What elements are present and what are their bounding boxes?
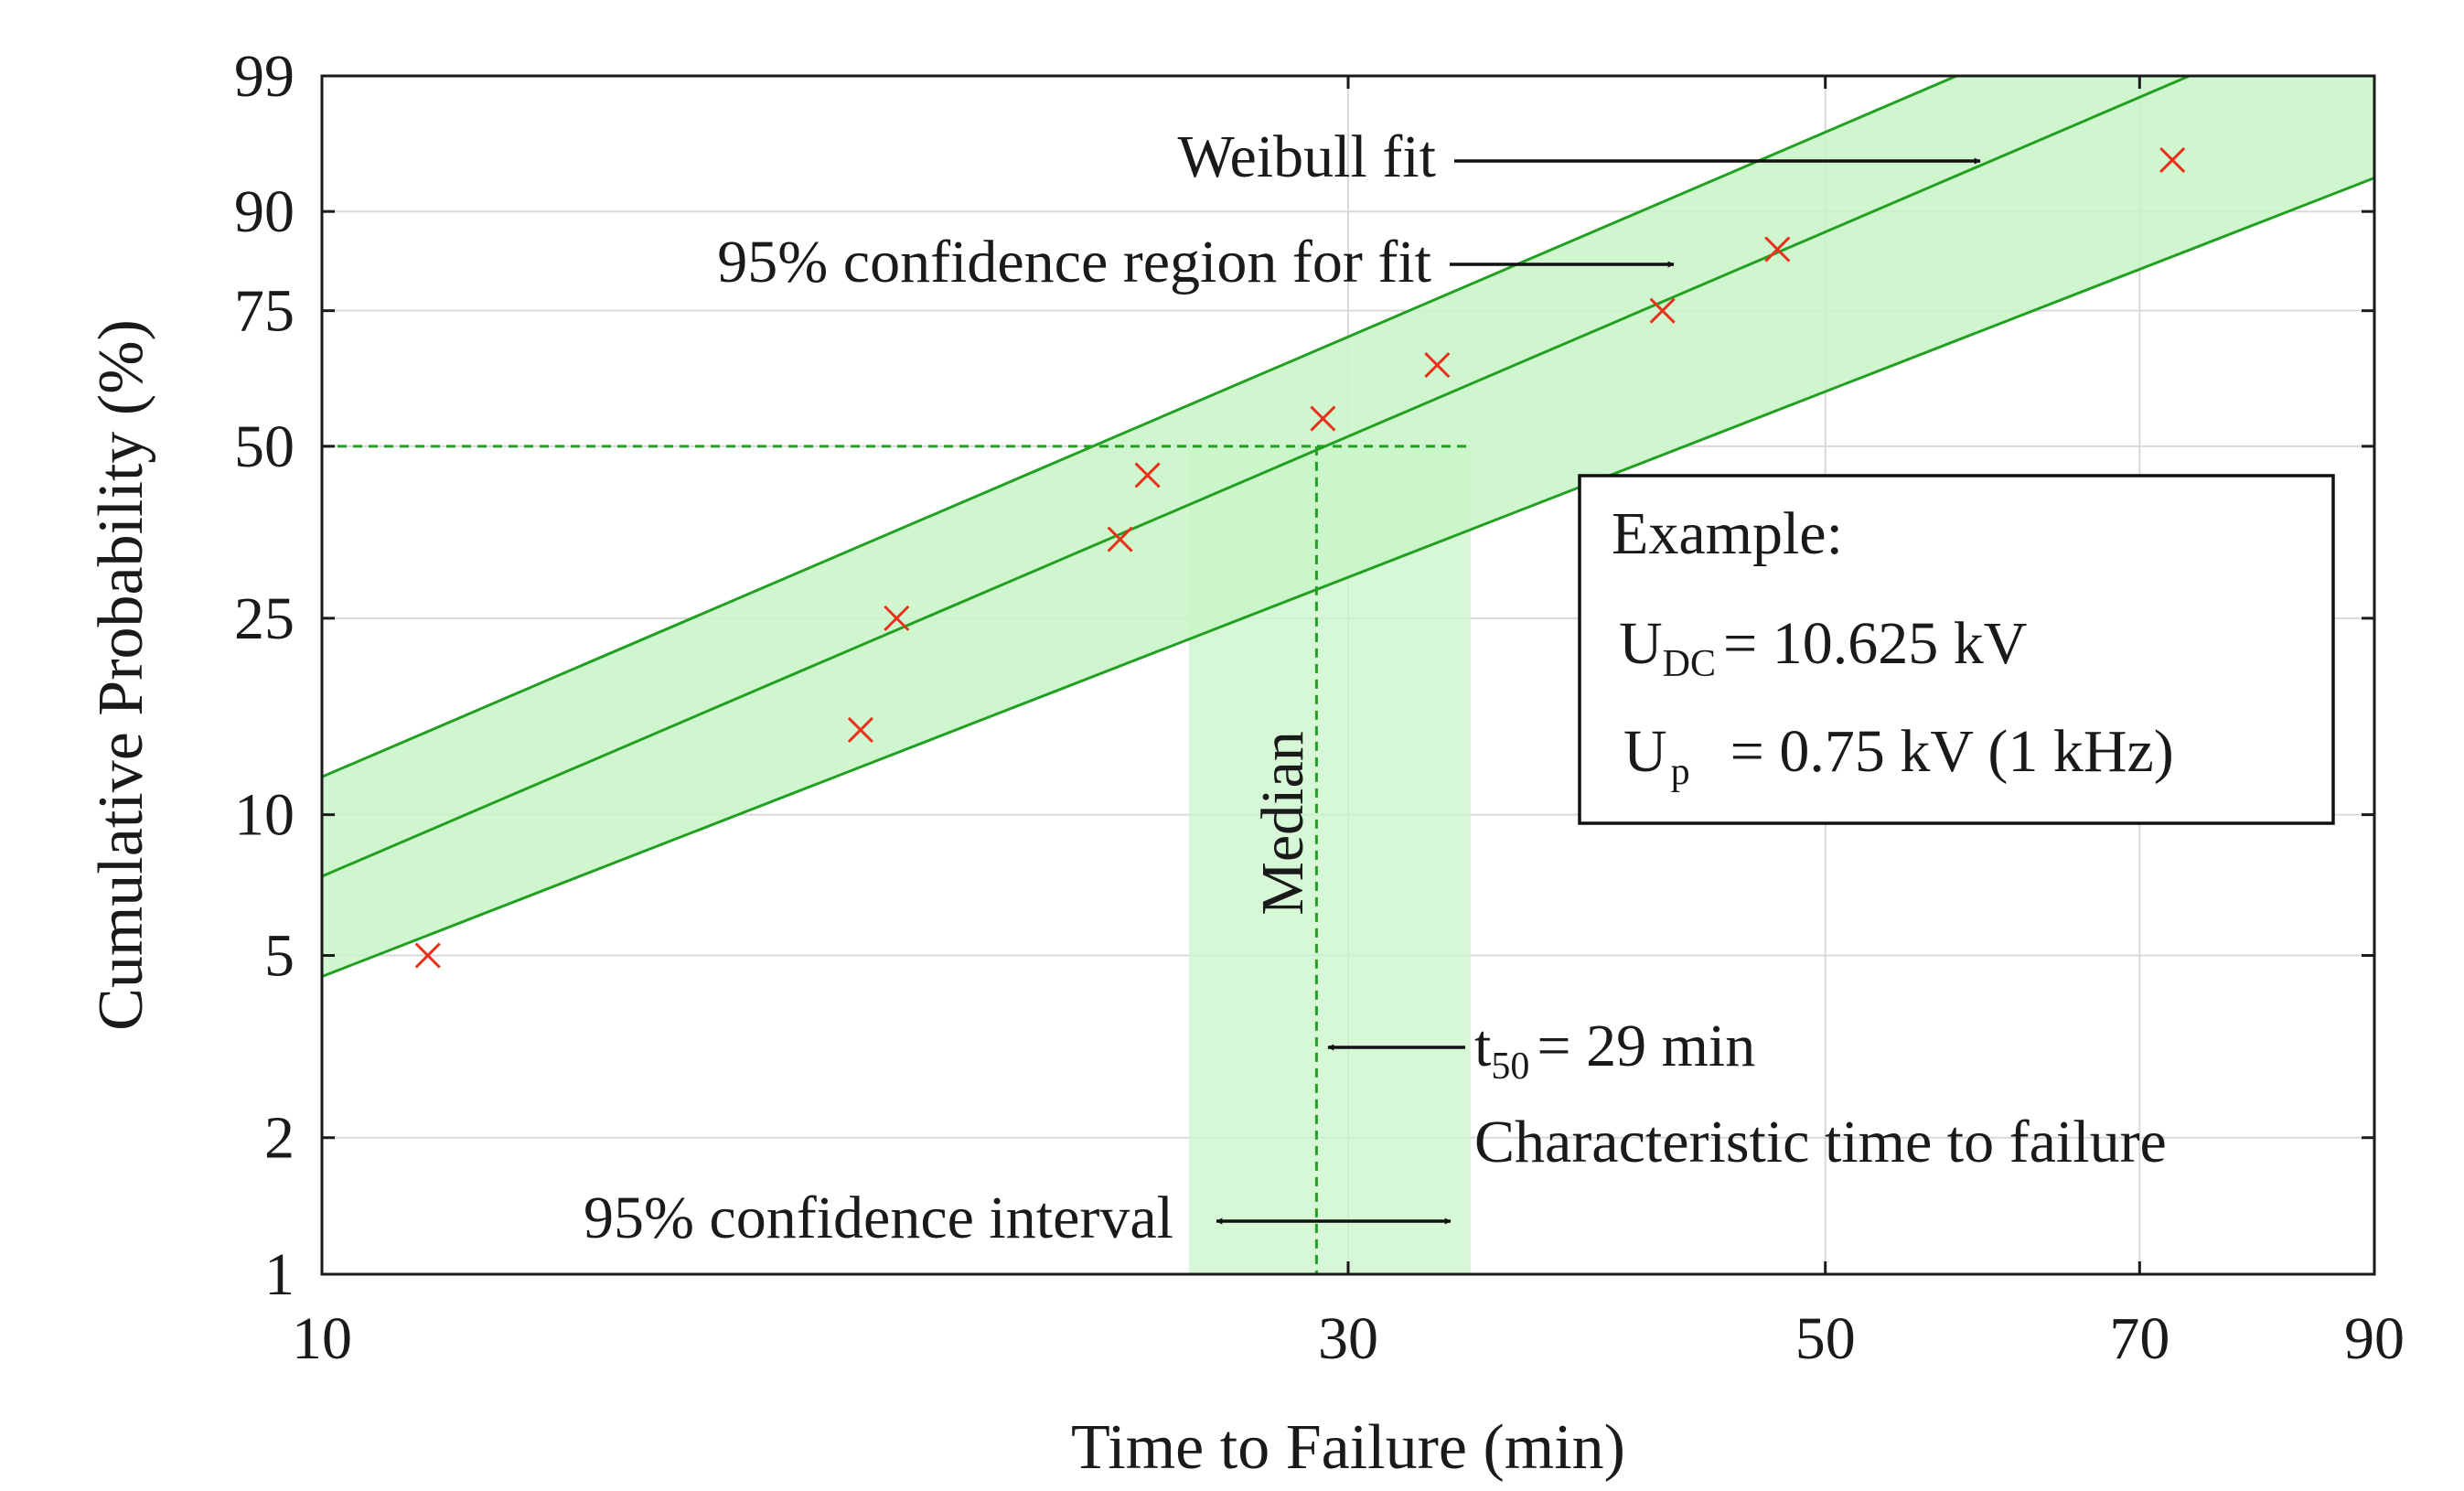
t50-value: = 29 min xyxy=(1537,1013,1755,1079)
data-point xyxy=(884,605,910,631)
t50-subscript: 50 xyxy=(1491,1046,1529,1088)
x-axis-label: Time to Failure (min) xyxy=(1071,1412,1625,1483)
y-tick-label: 50 xyxy=(234,413,295,480)
udc-subscript: DC xyxy=(1663,643,1716,685)
udc-value: = 10.625 kV xyxy=(1723,610,2027,677)
fit-lines xyxy=(322,76,2374,979)
data-point xyxy=(2159,146,2186,173)
t50-var: t xyxy=(1474,1013,1491,1079)
example-box-frame xyxy=(1578,474,2335,825)
data-point xyxy=(414,942,441,969)
udc-line: UDC = 10.625 kV xyxy=(1619,610,2027,685)
data-point xyxy=(1107,526,1133,552)
example-box: Example: UDC = 10.625 kV Up = 0.75 kV (1 k… xyxy=(1578,474,2335,825)
y-tick-label: 10 xyxy=(234,782,295,849)
x-tick-label: 90 xyxy=(2344,1305,2405,1372)
data-point xyxy=(1649,297,1676,324)
x-tick-label: 50 xyxy=(1795,1305,1856,1372)
confidence-interval-label: 95% confidence interval xyxy=(584,1185,1173,1251)
up-var: U xyxy=(1623,718,1667,785)
upper-confidence-line xyxy=(322,76,1960,778)
data-markers xyxy=(414,146,2186,969)
median-guide-lines xyxy=(322,445,1471,1274)
y-tick-label: 99 xyxy=(234,43,295,110)
data-point xyxy=(1310,405,1336,432)
y-tick-label: 90 xyxy=(234,178,295,245)
weibull-fit-label: Weibull fit xyxy=(1178,123,1436,190)
example-title: Example: xyxy=(1612,500,1843,567)
median-confidence-interval-band xyxy=(1188,445,1471,1274)
t50-description: Characteristic time to failure xyxy=(1474,1109,2167,1175)
y-tick-label: 1 xyxy=(264,1241,295,1308)
x-tick-label: 70 xyxy=(2109,1305,2169,1372)
up-line: Up = 0.75 kV (1 kHz) xyxy=(1623,718,2174,793)
x-tick-label: 10 xyxy=(292,1305,352,1372)
data-point xyxy=(847,716,873,744)
y-tick-label: 25 xyxy=(234,585,295,652)
median-interval-area xyxy=(1188,445,1471,1274)
confidence-region-label: 95% confidence region for fit xyxy=(717,229,1431,295)
lower-confidence-line xyxy=(322,177,2374,979)
y-tick-label: 5 xyxy=(264,923,295,990)
weibull-fit-line xyxy=(322,76,2193,878)
median-label: Median xyxy=(1249,731,1316,916)
y-axis-label: Cumulative Probability (%) xyxy=(86,319,156,1031)
y-tick-label: 2 xyxy=(264,1105,295,1172)
up-subscript: p xyxy=(1671,751,1690,793)
x-axis-ticks: 10 30 50 70 90 xyxy=(292,76,2405,1372)
x-tick-label: 30 xyxy=(1318,1305,1378,1372)
t50-label: t50 = 29 min xyxy=(1474,1013,1755,1088)
udc-var: U xyxy=(1619,610,1663,677)
y-tick-label: 75 xyxy=(234,278,295,345)
data-point xyxy=(1764,236,1791,263)
up-value: = 0.75 kV (1 kHz) xyxy=(1730,718,2174,785)
data-point xyxy=(1424,352,1451,379)
data-point xyxy=(1134,462,1161,488)
